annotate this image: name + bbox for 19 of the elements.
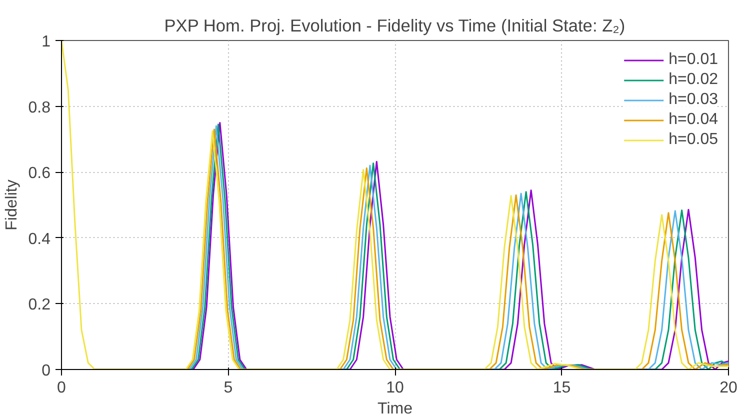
legend-label: h=0.02 [668,71,718,89]
x-tick-label: 10 [386,380,404,396]
x-tick-label: 0 [57,380,66,396]
x-tick-label: 15 [552,380,571,396]
x-tick-label: 20 [720,380,738,396]
y-tick-label: 0 [42,362,51,380]
y-axis-title: Fidelity [3,180,20,230]
x-axis-title: Time [378,400,413,418]
y-tick-label: 0.4 [28,230,51,248]
y-tick-label: 0.6 [28,165,51,182]
y-tick-label: 0.2 [28,296,51,314]
chart-title: PXP Hom. Proj. Evolution - Fidelity vs Time (Initial State: Z₂) [164,16,626,36]
legend-label: h=0.03 [668,91,718,109]
x-tick-label: 5 [224,380,233,396]
legend-label: h=0.04 [668,111,718,129]
y-tick-label: 1 [42,34,51,50]
y-tick-label: 0.8 [28,99,51,116]
legend-label: h=0.01 [668,51,718,69]
legend-label: h=0.05 [668,131,718,149]
